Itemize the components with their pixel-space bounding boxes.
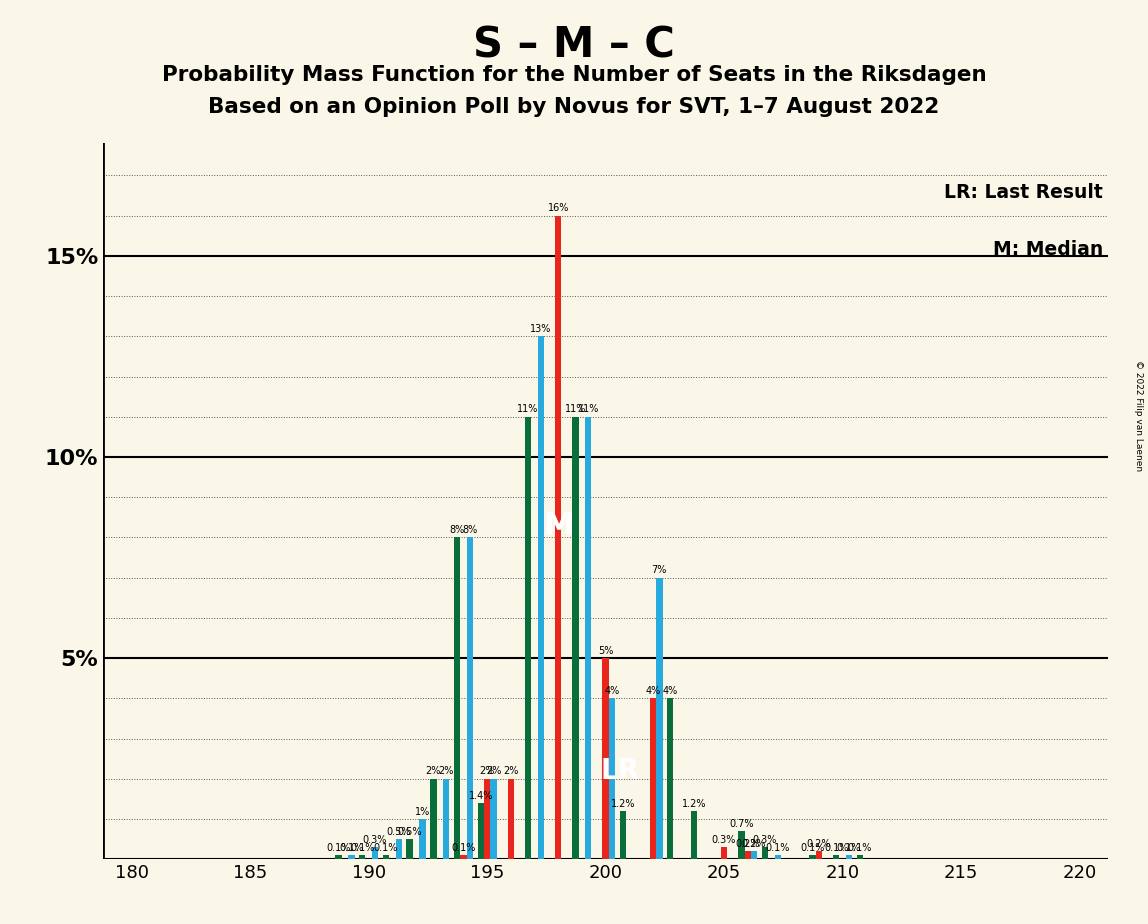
Bar bbox=[815, 851, 822, 859]
Bar bbox=[396, 839, 402, 859]
Bar bbox=[348, 856, 355, 859]
Bar bbox=[466, 538, 473, 859]
Bar bbox=[721, 847, 727, 859]
Text: 0.3%: 0.3% bbox=[363, 835, 387, 845]
Text: 2%: 2% bbox=[503, 766, 519, 776]
Text: 11%: 11% bbox=[565, 405, 587, 414]
Bar bbox=[738, 832, 745, 859]
Bar bbox=[751, 851, 758, 859]
Bar bbox=[603, 658, 608, 859]
Text: 0.1%: 0.1% bbox=[847, 843, 872, 853]
Text: 2%: 2% bbox=[480, 766, 495, 776]
Bar bbox=[484, 779, 490, 859]
Text: 2%: 2% bbox=[426, 766, 441, 776]
Text: 0.3%: 0.3% bbox=[753, 835, 777, 845]
Text: 4%: 4% bbox=[662, 686, 677, 696]
Text: 0.1%: 0.1% bbox=[339, 843, 364, 853]
Text: M: Median: M: Median bbox=[993, 240, 1103, 259]
Bar bbox=[419, 819, 426, 859]
Bar bbox=[833, 856, 839, 859]
Text: 0.1%: 0.1% bbox=[837, 843, 861, 853]
Text: 0.3%: 0.3% bbox=[712, 835, 736, 845]
Bar bbox=[856, 856, 863, 859]
Bar bbox=[620, 811, 626, 859]
Text: 0.1%: 0.1% bbox=[451, 843, 475, 853]
Bar bbox=[453, 538, 460, 859]
Text: 2%: 2% bbox=[439, 766, 453, 776]
Text: 0.5%: 0.5% bbox=[397, 827, 422, 837]
Bar bbox=[443, 779, 449, 859]
Text: M: M bbox=[543, 511, 573, 540]
Text: 13%: 13% bbox=[530, 324, 551, 334]
Bar bbox=[430, 779, 436, 859]
Text: LR: Last Result: LR: Last Result bbox=[944, 183, 1103, 201]
Bar bbox=[657, 578, 662, 859]
Text: 0.1%: 0.1% bbox=[766, 843, 790, 853]
Text: 7%: 7% bbox=[652, 565, 667, 576]
Bar bbox=[809, 856, 815, 859]
Bar bbox=[406, 839, 413, 859]
Text: 0.1%: 0.1% bbox=[350, 843, 374, 853]
Bar bbox=[608, 699, 615, 859]
Text: 0.7%: 0.7% bbox=[729, 819, 753, 829]
Text: 1.2%: 1.2% bbox=[682, 798, 706, 808]
Text: 11%: 11% bbox=[577, 405, 599, 414]
Text: 1.2%: 1.2% bbox=[611, 798, 635, 808]
Bar bbox=[762, 847, 768, 859]
Text: 8%: 8% bbox=[463, 525, 478, 535]
Text: 0.1%: 0.1% bbox=[824, 843, 848, 853]
Bar bbox=[554, 215, 561, 859]
Bar bbox=[478, 803, 484, 859]
Bar bbox=[460, 856, 466, 859]
Text: 0.2%: 0.2% bbox=[736, 839, 760, 849]
Text: 5%: 5% bbox=[598, 646, 613, 656]
Bar bbox=[585, 417, 591, 859]
Text: Probability Mass Function for the Number of Seats in the Riksdagen: Probability Mass Function for the Number… bbox=[162, 65, 986, 85]
Text: 2%: 2% bbox=[486, 766, 502, 776]
Bar bbox=[507, 779, 514, 859]
Bar bbox=[650, 699, 657, 859]
Text: 0.1%: 0.1% bbox=[374, 843, 398, 853]
Text: LR: LR bbox=[600, 757, 639, 784]
Bar bbox=[667, 699, 674, 859]
Text: 0.2%: 0.2% bbox=[742, 839, 767, 849]
Text: 0.5%: 0.5% bbox=[387, 827, 411, 837]
Bar bbox=[573, 417, 579, 859]
Bar bbox=[537, 336, 544, 859]
Bar bbox=[525, 417, 532, 859]
Bar bbox=[372, 847, 378, 859]
Text: 0.1%: 0.1% bbox=[800, 843, 824, 853]
Text: 4%: 4% bbox=[645, 686, 660, 696]
Bar bbox=[691, 811, 697, 859]
Bar bbox=[490, 779, 497, 859]
Bar bbox=[775, 856, 781, 859]
Bar bbox=[745, 851, 751, 859]
Bar bbox=[359, 856, 365, 859]
Text: 11%: 11% bbox=[518, 405, 538, 414]
Text: 16%: 16% bbox=[548, 203, 569, 213]
Text: 0.2%: 0.2% bbox=[807, 839, 831, 849]
Text: 1.4%: 1.4% bbox=[468, 791, 492, 800]
Text: 4%: 4% bbox=[604, 686, 620, 696]
Text: 1%: 1% bbox=[414, 807, 430, 817]
Bar bbox=[382, 856, 389, 859]
Text: 0.1%: 0.1% bbox=[326, 843, 351, 853]
Text: Based on an Opinion Poll by Novus for SVT, 1–7 August 2022: Based on an Opinion Poll by Novus for SV… bbox=[209, 97, 939, 117]
Text: S – M – C: S – M – C bbox=[473, 24, 675, 66]
Text: 8%: 8% bbox=[449, 525, 465, 535]
Text: © 2022 Filip van Laenen: © 2022 Filip van Laenen bbox=[1134, 360, 1143, 471]
Bar bbox=[846, 856, 852, 859]
Bar bbox=[335, 856, 342, 859]
